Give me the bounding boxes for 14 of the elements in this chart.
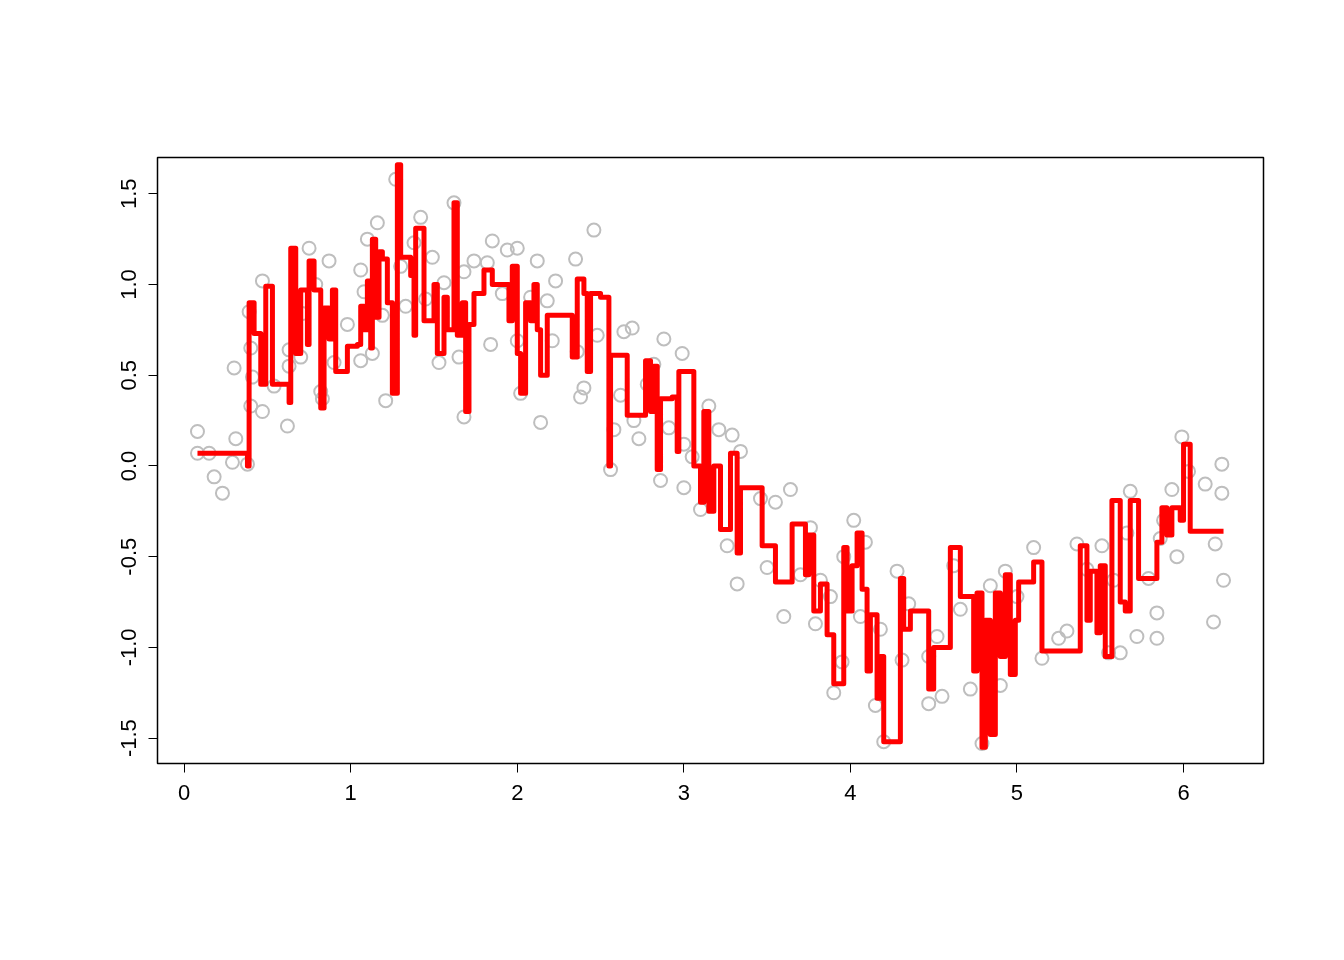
y-tick-label: -1.0 xyxy=(116,628,142,667)
y-tick-label: 1.5 xyxy=(116,178,142,210)
y-tick-label: 0.0 xyxy=(116,450,142,482)
x-tick-label: 5 xyxy=(1010,779,1024,805)
x-tick-label: 4 xyxy=(844,779,857,805)
x-tick-label: 3 xyxy=(677,779,690,805)
x-tick-label: 0 xyxy=(178,779,191,805)
x-tick-label: 6 xyxy=(1177,779,1190,805)
y-tick-label: 0.5 xyxy=(116,359,142,391)
y-tick-label: -0.5 xyxy=(116,537,142,576)
y-tick-label: 1.0 xyxy=(116,269,142,300)
x-tick-label: 1 xyxy=(344,779,357,805)
y-tick-label: -1.5 xyxy=(116,719,142,758)
x-tick-label: 2 xyxy=(511,779,524,805)
